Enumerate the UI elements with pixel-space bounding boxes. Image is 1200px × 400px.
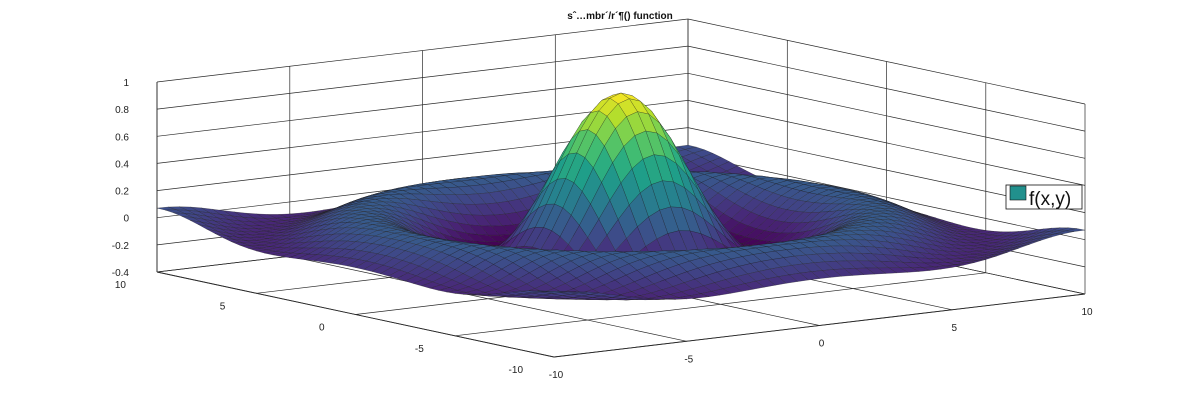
tick-labels: -0.4 -0.2 0 0.2 0.4 0.6 0.8 1 -10 -5 0 5 10 -10 -5 0 5 10 <box>112 78 1093 381</box>
z-tick-label: -0.4 <box>112 268 130 279</box>
y-tick-label: 0 <box>319 323 325 334</box>
y-tick-label: 10 <box>115 280 127 291</box>
chart-title: sˆ…mbr´/r´¶() function <box>567 11 673 22</box>
x-tick-label: -5 <box>684 354 693 365</box>
z-tick-label: -0.2 <box>112 241 130 252</box>
x-tick-label: -10 <box>549 370 564 381</box>
x-axis-line <box>553 293 1086 358</box>
y-gridline-floor <box>454 272 986 337</box>
z-tick-label: 0.8 <box>115 105 129 116</box>
z-tick-label: 0.2 <box>115 187 129 198</box>
legend-entry-label: f(x,y) <box>1029 189 1071 210</box>
surface-mesh <box>156 92 1086 301</box>
x-tick-label: 10 <box>1081 307 1093 318</box>
legend-swatch <box>1009 185 1027 201</box>
z-tick-label: 0 <box>123 214 129 225</box>
y-tick-label: -5 <box>415 344 424 355</box>
y-tick-label: 5 <box>220 301 226 312</box>
surface-patch <box>545 291 566 294</box>
x-tick-label: 0 <box>819 339 825 350</box>
x-tick-label: 5 <box>952 323 958 334</box>
z-tick-label: 1 <box>123 78 129 89</box>
y-tick-label: -10 <box>509 365 524 376</box>
z-tick-label: 0.6 <box>115 132 129 143</box>
y-axis-line <box>156 271 555 358</box>
legend: f(x,y) <box>1005 184 1083 210</box>
axes-grid <box>156 18 1086 358</box>
z-tick-label: 0.4 <box>115 159 129 170</box>
